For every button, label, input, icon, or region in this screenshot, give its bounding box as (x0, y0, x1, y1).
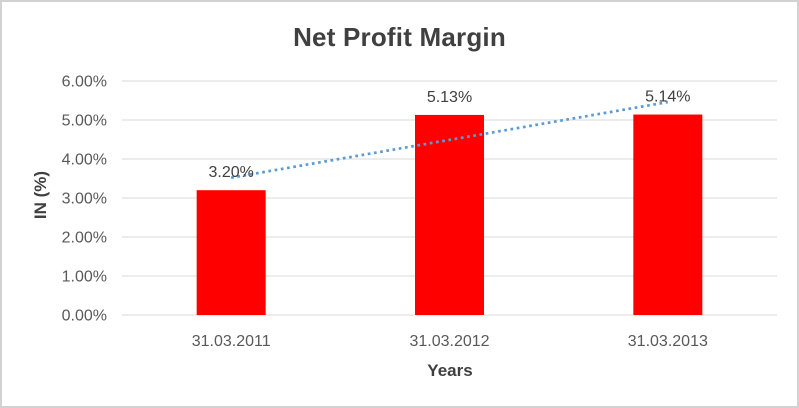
x-category-label: 31.03.2013 (628, 333, 708, 350)
trendline[interactable] (230, 100, 669, 180)
bar-31.03.2011[interactable] (196, 190, 266, 315)
y-tick-label: 4.00% (62, 152, 107, 169)
x-category-label: 31.03.2011 (192, 333, 271, 350)
bar-31.03.2013[interactable] (633, 114, 703, 315)
y-tick-label: 1.00% (62, 269, 107, 286)
y-tick-label: 2.00% (62, 230, 107, 247)
x-axis-title: Years (427, 361, 473, 380)
y-tick-label: 3.00% (62, 191, 107, 208)
x-category-label: 31.03.2012 (409, 333, 489, 350)
bar-data-label: 5.14% (645, 89, 690, 106)
y-axis-title: IN (%) (31, 170, 50, 220)
y-tick-label: 6.00% (62, 74, 107, 91)
bar-data-label: 5.13% (427, 89, 472, 106)
chart-title: Net Profit Margin (293, 22, 506, 52)
y-tick-label: 0.00% (62, 308, 107, 325)
bar-31.03.2012[interactable] (415, 114, 484, 316)
bar-data-label: 3.20% (208, 164, 253, 181)
y-tick-label: 5.00% (62, 113, 107, 130)
